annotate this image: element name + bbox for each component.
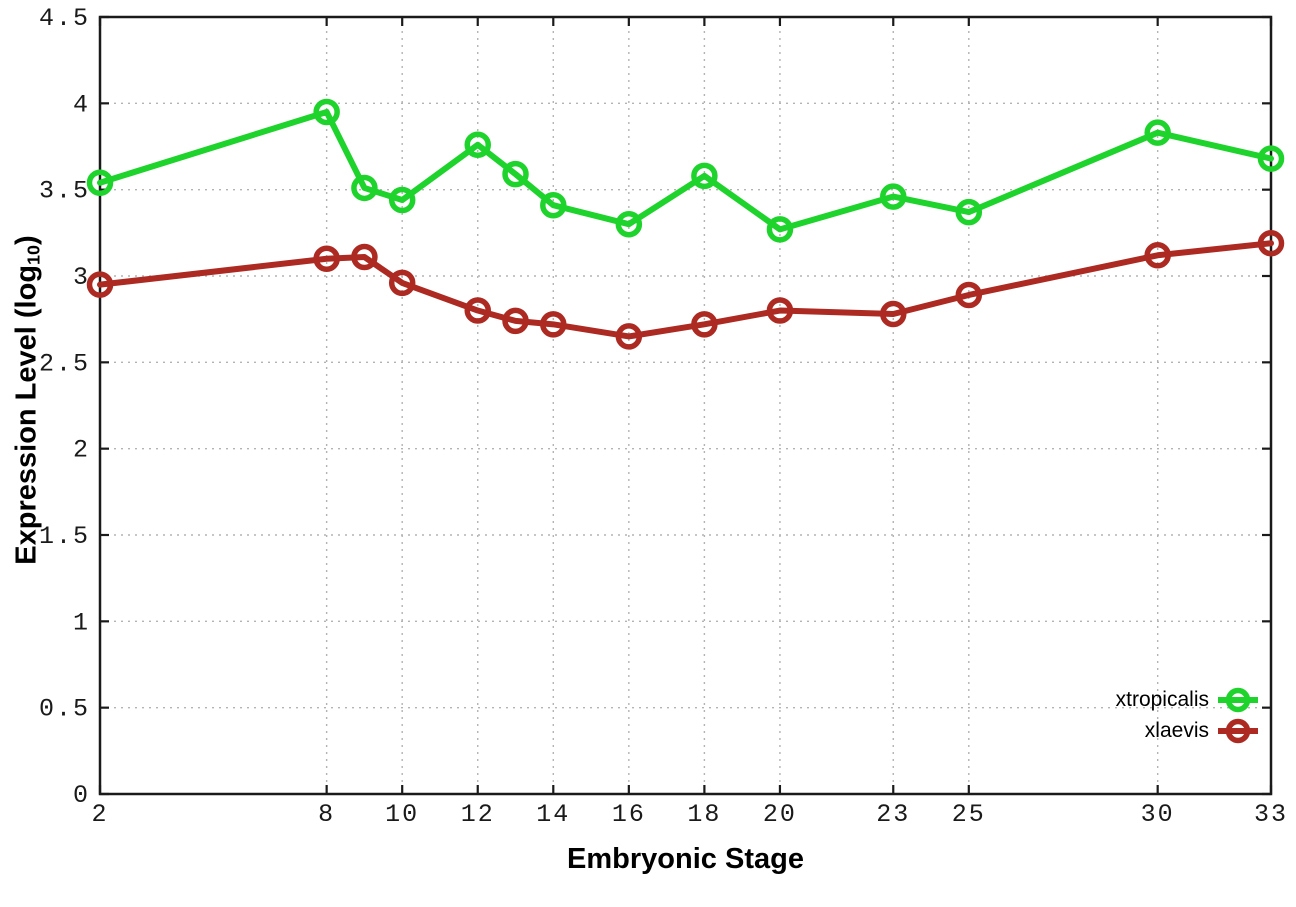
- legend-marker-xtropicalis: [1218, 687, 1258, 712]
- legend-marker-xlaevis: [1218, 718, 1258, 743]
- series-line-xtropicalis: [97, 108, 1274, 233]
- y-axis-title-close: ): [10, 235, 43, 245]
- y-axis-title: Expression Level (log10): [11, 235, 44, 564]
- y-tick-label: 0: [73, 781, 90, 810]
- data-point-xlaevis-stage-10: [388, 269, 416, 297]
- x-tick-label: 33: [1254, 800, 1288, 829]
- data-point-xtropicalis-stage-23: [880, 183, 907, 210]
- x-tick-label: 8: [318, 800, 335, 829]
- data-point-xtropicalis-stage-25: [955, 198, 983, 226]
- data-point-xtropicalis-stage-14: [540, 191, 567, 219]
- plot-border: [98, 15, 1273, 796]
- data-point-xtropicalis-stage-12: [464, 131, 491, 159]
- data-point-xtropicalis-stage-9: [351, 174, 378, 202]
- data-point-xtropicalis-stage-33: [1257, 145, 1285, 172]
- data-point-xlaevis-stage-23: [880, 300, 907, 328]
- data-point-xlaevis-stage-12: [464, 297, 491, 324]
- legend-item-xlaevis: xlaevis: [1116, 715, 1258, 746]
- x-tick-label: 10: [385, 800, 419, 829]
- y-tick-label: 4: [73, 90, 90, 119]
- x-tick-label: 14: [536, 800, 570, 829]
- y-tick-label: 2: [73, 436, 90, 465]
- legend-item-xtropicalis: xtropicalis: [1116, 684, 1258, 715]
- x-tick-label: 2: [91, 800, 108, 829]
- y-tick-label: 0.5: [39, 695, 90, 724]
- data-point-xlaevis-stage-33: [1257, 229, 1285, 257]
- data-point-xlaevis-stage-13: [502, 307, 529, 335]
- data-point-xlaevis-stage-9: [351, 243, 378, 271]
- y-tick-label: 2.5: [39, 349, 90, 378]
- legend-circle-sample: [1225, 718, 1251, 743]
- x-tick-label: 16: [612, 800, 646, 829]
- legend-label-xlaevis: xlaevis: [1144, 718, 1209, 742]
- y-tick-label: 3: [73, 263, 90, 292]
- data-point-xtropicalis-stage-18: [691, 162, 718, 190]
- y-tick-label: 1.5: [39, 522, 90, 551]
- data-point-xlaevis-stage-16: [615, 323, 643, 350]
- x-axis-title: Embryonic Stage: [567, 843, 804, 875]
- y-axis-title-base: Expression Level (log: [10, 264, 43, 565]
- x-tick-label: 23: [876, 800, 910, 829]
- data-point-xtropicalis-stage-13: [502, 160, 529, 188]
- x-tick-label: 25: [952, 800, 986, 829]
- data-point-xtropicalis-stage-20: [766, 216, 794, 243]
- data-point-xtropicalis-stage-8: [313, 98, 340, 126]
- data-point-xlaevis-stage-2: [86, 271, 114, 298]
- y-tick-label: 4.5: [39, 4, 90, 33]
- data-point-xlaevis-stage-30: [1144, 242, 1171, 269]
- series-line-xlaevis: [97, 240, 1274, 340]
- x-tick-label: 20: [763, 800, 797, 829]
- x-tick-label: 12: [461, 800, 495, 829]
- x-tick-label: 18: [687, 800, 721, 829]
- legend-label-xtropicalis: xtropicalis: [1115, 687, 1209, 711]
- data-point-xlaevis-stage-8: [313, 245, 340, 272]
- legend-circle-sample: [1225, 687, 1251, 712]
- data-point-xlaevis-stage-20: [766, 297, 794, 324]
- data-point-xlaevis-stage-25: [955, 281, 983, 309]
- data-point-xlaevis-stage-18: [691, 311, 718, 338]
- data-point-xtropicalis-stage-10: [388, 186, 416, 214]
- x-tick-label: 30: [1141, 800, 1175, 829]
- y-tick-label: 1: [73, 608, 90, 637]
- data-point-xlaevis-stage-14: [540, 311, 567, 338]
- data-point-xtropicalis-stage-16: [615, 210, 643, 238]
- chart-legend: xtropicalis xlaevis: [1116, 684, 1258, 746]
- y-tick-label: 3.5: [39, 177, 90, 206]
- data-point-xtropicalis-stage-30: [1144, 119, 1171, 146]
- data-point-xtropicalis-stage-2: [86, 169, 114, 197]
- y-axis-title-subscript: 10: [23, 244, 44, 265]
